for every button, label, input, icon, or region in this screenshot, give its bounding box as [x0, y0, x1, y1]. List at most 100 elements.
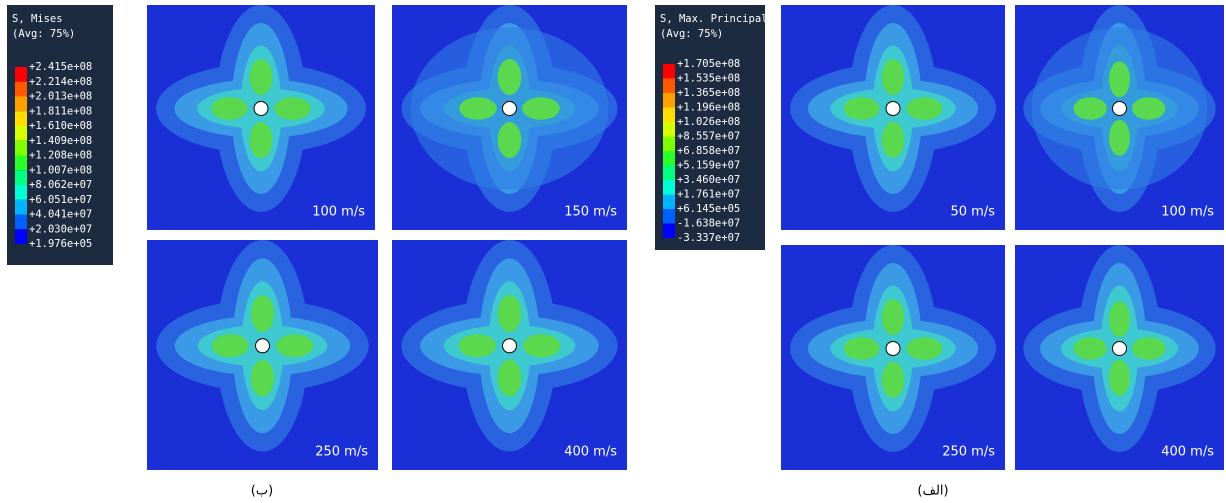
legend-band — [15, 229, 27, 244]
speed-label: 400 m/s — [1161, 445, 1214, 460]
speed-label: 100 m/s — [312, 205, 365, 220]
hole — [254, 102, 268, 116]
legend-band — [15, 141, 27, 156]
legend-band — [663, 122, 675, 137]
stress-blob — [498, 295, 522, 332]
stress-blob — [251, 360, 274, 397]
stress-blob — [906, 337, 942, 360]
legend-band — [15, 170, 27, 185]
stress-blob — [844, 97, 880, 120]
legend-band — [15, 67, 27, 82]
legend-band — [15, 156, 27, 171]
legend-band — [15, 111, 27, 126]
stress-blob — [251, 295, 274, 332]
stress-blob — [882, 59, 904, 95]
stress-blob — [1109, 360, 1130, 396]
legend-title: S, Mises — [12, 13, 63, 25]
legend-title: (Avg: 75%) — [12, 28, 75, 40]
hole — [1113, 342, 1127, 356]
speed-label: 150 m/s — [564, 205, 617, 220]
hole — [886, 342, 900, 356]
legend-label: +1.196e+08 — [677, 102, 740, 114]
legend-label: +2.013e+08 — [29, 91, 92, 103]
stress-blob — [250, 122, 273, 158]
legend-label: -1.638e+07 — [677, 218, 740, 230]
legend-label: +1.610e+08 — [29, 120, 92, 132]
legend-band — [15, 185, 27, 200]
legend-band — [15, 97, 27, 112]
hole — [256, 339, 270, 353]
legend-band — [663, 209, 675, 224]
stress-blob — [274, 97, 310, 120]
legend-label: +1.007e+08 — [29, 164, 92, 176]
legend-band — [663, 64, 675, 79]
caption: (الف) — [917, 484, 948, 499]
stress-blob — [1074, 337, 1107, 360]
stress-blob — [211, 97, 247, 120]
contour-image: 250 m/s — [147, 240, 378, 470]
contour-image: 400 m/s — [1015, 245, 1224, 470]
legend-title: S, Max. Principal — [660, 13, 767, 25]
legend-band — [15, 200, 27, 215]
stress-blob — [498, 360, 522, 397]
stress-blob — [1074, 97, 1107, 120]
legend-label: +1.976e+05 — [29, 238, 92, 250]
legend-label: +1.705e+08 — [677, 58, 740, 70]
stress-blob — [498, 122, 522, 158]
legend-band — [15, 82, 27, 97]
stress-blob — [906, 97, 942, 120]
legend-band — [15, 126, 27, 141]
contour-image: 100 m/s — [1015, 5, 1224, 230]
contour-image: 250 m/s — [781, 245, 1005, 470]
legend-band — [663, 224, 675, 239]
legend-label: +8.557e+07 — [677, 131, 740, 143]
legend-band — [663, 151, 675, 166]
speed-label: 250 m/s — [942, 445, 995, 460]
hole — [886, 102, 900, 116]
legend-label: +2.415e+08 — [29, 61, 92, 73]
stress-blob — [523, 334, 561, 357]
speed-label: 400 m/s — [564, 445, 617, 460]
stress-blob — [1109, 61, 1130, 97]
contour-image: 100 m/s — [147, 5, 375, 230]
stress-blob — [250, 59, 273, 95]
stress-blob — [1132, 97, 1165, 120]
contour-image: 50 m/s — [781, 5, 1005, 230]
legend-band — [663, 108, 675, 123]
stress-blob — [522, 97, 560, 120]
stress-blob — [212, 334, 249, 357]
legend-label: +1.535e+08 — [677, 73, 740, 85]
legend-label: +1.026e+08 — [677, 116, 740, 128]
legend-label: +6.858e+07 — [677, 145, 740, 157]
legend-label: +1.208e+08 — [29, 150, 92, 162]
caption: (ب) — [251, 484, 273, 499]
legend-label: +6.051e+07 — [29, 194, 92, 206]
contour-image: 400 m/s — [392, 240, 627, 470]
hole — [503, 339, 517, 353]
legend-band — [663, 79, 675, 94]
legend-band — [663, 93, 675, 108]
legend-label: +2.030e+07 — [29, 223, 92, 235]
stress-blob — [882, 362, 904, 398]
hole — [503, 102, 517, 116]
stress-blob — [276, 334, 313, 357]
legend-label: +5.159e+07 — [677, 160, 740, 172]
stress-blob — [459, 97, 497, 120]
legend-band — [663, 166, 675, 181]
legend-band — [663, 137, 675, 152]
stress-blob — [882, 299, 904, 335]
legend-label: +1.811e+08 — [29, 105, 92, 117]
contour-image: 150 m/s — [392, 5, 627, 230]
legend-label: -3.337e+07 — [677, 232, 740, 244]
legend-label: +8.062e+07 — [29, 179, 92, 191]
legend-label: +1.761e+07 — [677, 189, 740, 201]
stress-blob — [1109, 120, 1130, 156]
legend-band — [663, 180, 675, 195]
legend-band — [663, 195, 675, 210]
hole — [1113, 102, 1127, 116]
stress-blob — [1109, 301, 1130, 337]
speed-label: 50 m/s — [951, 205, 996, 220]
legend-label: +3.460e+07 — [677, 174, 740, 186]
stress-blob — [498, 59, 522, 95]
stress-blob — [844, 337, 880, 360]
